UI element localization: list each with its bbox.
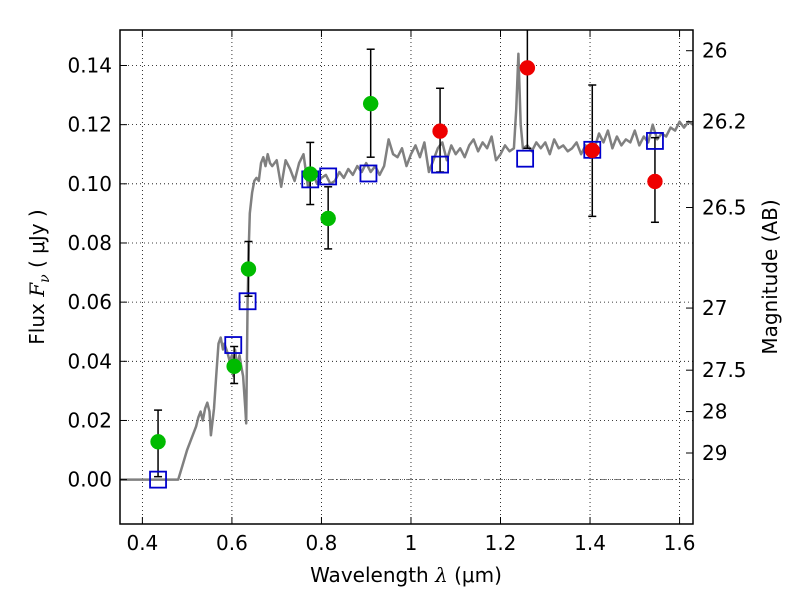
y-tick-label: 0.14	[67, 53, 112, 77]
x-axis-label-prefix: Wavelength	[310, 563, 435, 587]
model-band-square	[646, 132, 664, 150]
y-axis-label-symbol: F	[25, 282, 49, 298]
y-tick-label: 0.12	[67, 113, 112, 137]
y2-tick-labels: 26 26.2 26.5 27 27.5 28 29	[702, 39, 747, 465]
y-tick-label: 0.00	[67, 468, 112, 492]
red-photometry-point	[647, 173, 663, 190]
model-band-square	[319, 167, 338, 186]
y2-tick-label: 26.2	[702, 110, 747, 134]
y-tick-label: 0.10	[67, 172, 112, 196]
y-tick-label: 0.02	[67, 408, 112, 432]
y2-axis-label: Magnitude (AB)	[758, 199, 782, 354]
x-tick-label: 1	[405, 531, 418, 555]
photometry-point-layer	[150, 60, 663, 450]
y2-tick-label: 26	[702, 39, 727, 63]
x-axis-label: Wavelength λ (μm)	[310, 563, 502, 587]
red-photometry-point	[584, 142, 601, 159]
red-photometry-point	[432, 123, 448, 139]
x-tick-label: 1.2	[485, 531, 517, 555]
y-tick-label: 0.08	[67, 231, 112, 255]
model-band-square	[431, 155, 449, 174]
model-band-square	[359, 164, 378, 183]
red-photometry-point	[519, 60, 536, 76]
x-tick-label: 1.4	[574, 531, 606, 555]
y-tick-labels: 0.00 0.02 0.04 0.06 0.08 0.10 0.12 0.14	[67, 53, 112, 491]
y-axis-label-prefix: Flux	[25, 297, 49, 345]
model-band-square	[516, 149, 535, 168]
y2-tick-label: 28	[702, 400, 727, 424]
y2-tick-label: 27	[702, 296, 727, 320]
x-axis-label-unit: (μm)	[448, 563, 502, 587]
green-photometry-point	[150, 434, 166, 450]
model-square-layer	[149, 132, 664, 489]
x-axis-label-symbol: λ	[434, 563, 448, 587]
green-photometry-point	[240, 261, 257, 277]
y2-tick-label: 27.5	[702, 358, 747, 382]
y2-tick-label: 26.5	[702, 195, 747, 219]
green-photometry-point	[302, 166, 319, 182]
model-band-square	[238, 292, 257, 311]
model-band-square	[224, 336, 243, 354]
y-tick-label: 0.04	[67, 349, 112, 373]
green-photometry-point	[362, 95, 379, 112]
y-axis-label-unit: ( μJy )	[25, 209, 49, 274]
y2-tick-label: 29	[702, 441, 727, 465]
y-axis-label-subscript: ν	[37, 274, 53, 283]
green-photometry-point	[320, 210, 336, 227]
green-photometry-point	[226, 358, 242, 375]
x-tick-label: 0.6	[216, 531, 248, 555]
model-band-square	[149, 470, 167, 489]
y-tick-label: 0.06	[67, 290, 112, 314]
y-axis-label: Flux Fν ( μJy )	[25, 209, 53, 344]
x-tick-label: 0.8	[306, 531, 338, 555]
plot-background	[120, 30, 693, 524]
x-tick-label: 0.4	[126, 531, 158, 555]
x-tick-labels: 0.4 0.6 0.8 1 1.2 1.4 1.6	[126, 531, 695, 555]
plot-frame	[119, 29, 694, 525]
axis-ticks	[120, 30, 693, 524]
x-tick-label: 1.6	[664, 531, 696, 555]
